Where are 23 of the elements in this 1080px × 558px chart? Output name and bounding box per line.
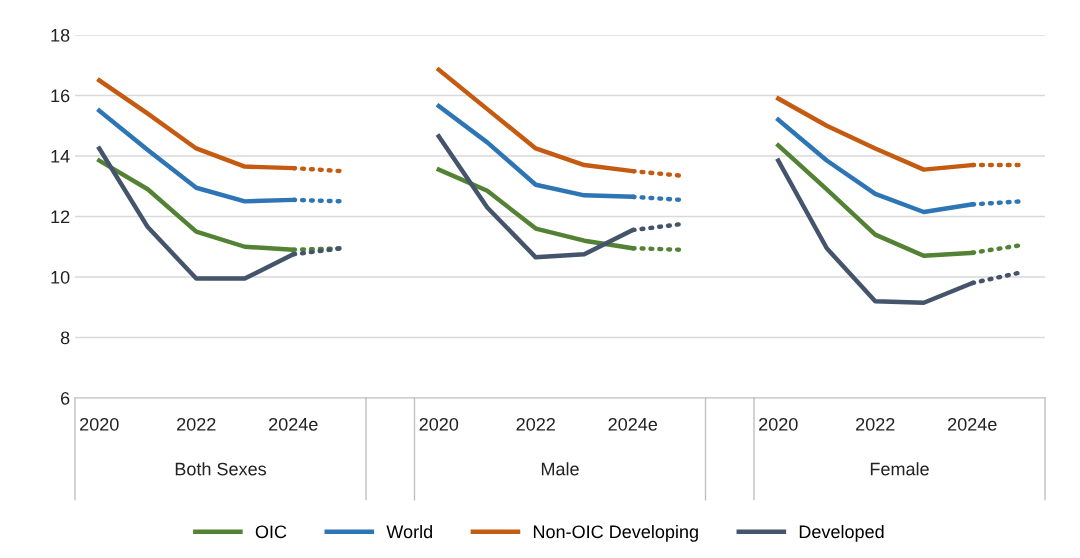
x-tick-label: 2022	[856, 417, 895, 431]
y-tick-label: 10	[51, 270, 70, 284]
x-tick-label: 2022	[516, 417, 555, 431]
text: Both Sexes	[175, 462, 267, 476]
y-tick-label: 16	[51, 89, 70, 103]
x-tick-label: 2022	[177, 417, 216, 431]
y-tick-label: 12	[51, 210, 70, 224]
legend-label: Non-OIC Developing	[533, 524, 698, 542]
x-tick-label: 2020	[759, 417, 798, 431]
x-tick-label: 2024e	[948, 417, 997, 431]
legend-label: OIC	[255, 525, 287, 539]
x-tick-label: 2020	[419, 417, 459, 431]
y-tick-label: 14	[51, 150, 70, 163]
text: Male	[541, 462, 579, 476]
y-tick-label: 6	[61, 391, 70, 405]
y-tick-label: 18	[51, 28, 70, 42]
legend-label: Developed	[799, 524, 884, 542]
x-tick-label: 2020	[80, 417, 119, 431]
legend-label: World	[386, 524, 432, 539]
y-tick-label: 8	[60, 331, 70, 345]
text: Female	[870, 462, 929, 476]
x-tick-label: 2024e	[269, 417, 318, 431]
x-tick-label: 2024e	[608, 417, 658, 431]
